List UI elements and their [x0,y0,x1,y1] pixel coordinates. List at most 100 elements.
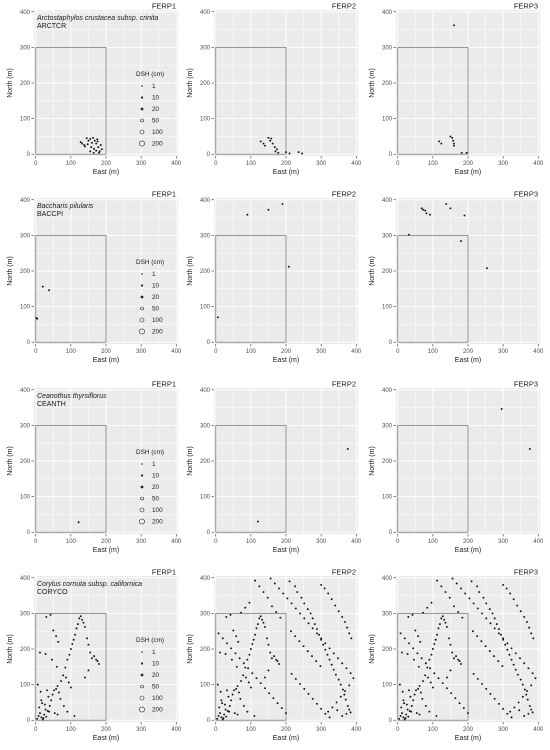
tree-point [346,447,349,450]
tree-point [95,142,98,145]
y-tick-label: 400 [20,576,31,582]
tree-point [55,687,58,690]
x-tick-label: 400 [533,161,544,167]
tree-point [449,643,452,646]
tree-point [528,705,531,707]
tree-point [247,681,250,684]
tree-point [225,715,228,718]
tree-point [424,209,427,212]
x-tick-label: 100 [66,539,77,545]
x-tick-label: 200 [463,727,474,733]
x-tick-label: 300 [498,727,509,733]
tree-point [330,598,333,601]
tree-point [471,630,474,633]
tree-point [266,637,268,640]
tree-point [445,676,448,679]
legend-size-key [140,662,144,665]
tree-point [332,652,335,655]
tree-point [435,714,438,717]
tree-point [263,144,266,147]
tree-point [56,685,59,687]
tree-point [417,665,420,668]
tree-point [414,629,417,632]
tree-point [238,657,241,660]
x-tick-label: 400 [533,349,544,355]
tree-point [523,616,526,618]
tree-point [402,716,405,719]
tree-point [464,592,467,595]
tree-point [52,629,55,632]
x-tick-label: 100 [428,539,439,545]
y-tick-label: 400 [200,10,211,16]
tree-point [436,633,439,636]
tree-point [502,638,505,641]
species-code: CORYCO [37,589,68,596]
panel-title: FERP3 [514,2,538,11]
tree-point [90,146,93,149]
panel-title: FERP3 [514,190,538,199]
tree-point [323,587,326,590]
legend-size-label: 200 [152,141,163,148]
plot-boundary-rectangle [215,424,287,533]
tree-point [81,618,84,621]
tree-point [337,610,340,613]
legend-size-key [140,485,144,489]
tree-point [493,627,496,630]
tree-point [254,579,257,582]
tree-point [240,680,242,682]
x-axis-title: East (m) [455,357,481,364]
tree-point [262,591,265,593]
tree-point [451,651,454,654]
tree-point [271,605,273,608]
tree-point [50,699,53,702]
tree-point [509,710,512,713]
x-tick-label: 200 [281,727,292,733]
tree-point [402,699,405,702]
tree-point [276,702,279,705]
tree-point [267,136,270,139]
species-code: BACCPI [37,211,63,218]
tree-point [493,697,496,700]
tree-point [324,648,327,651]
tree-point [263,687,266,690]
tree-point [50,658,53,661]
tree-point [346,626,349,629]
tree-point [460,587,462,590]
y-tick-label: 400 [382,388,393,394]
tree-point [96,660,99,663]
x-axis-title: East (m) [93,547,119,554]
tree-point [276,660,279,663]
tree-point [403,637,406,640]
x-axis-title: East (m) [93,735,119,742]
plot-boundary-rectangle [397,46,469,155]
x-tick-label: 100 [66,161,77,167]
tree-point [318,633,320,636]
tree-point [335,701,338,704]
tree-point [289,630,292,633]
x-axis-title: East (m) [455,547,481,554]
tree-point [64,666,67,669]
tree-point [267,643,270,646]
tree-point [262,142,265,145]
tree-point [253,714,256,717]
y-axis-title: North (m) [187,634,194,664]
x-tick-label: 400 [533,727,544,733]
tree-point [68,653,71,656]
legend-size-key [140,474,144,477]
tree-point [263,676,266,679]
tree-point [478,591,481,593]
panel-title: FERP1 [152,380,176,389]
y-tick-label: 200 [20,81,31,87]
tree-point [495,623,498,626]
tree-point [488,608,491,611]
tree-point [450,692,453,695]
tree-point [297,151,300,154]
y-tick-label: 0 [389,340,393,346]
tree-point [457,611,460,613]
tree-point [449,669,452,672]
x-tick-label: 200 [281,349,292,355]
legend-size-label: 50 [152,306,160,313]
legend-title: DSH (cm) [136,259,164,266]
legend-size-label: 20 [152,484,160,491]
tree-point [406,653,409,655]
